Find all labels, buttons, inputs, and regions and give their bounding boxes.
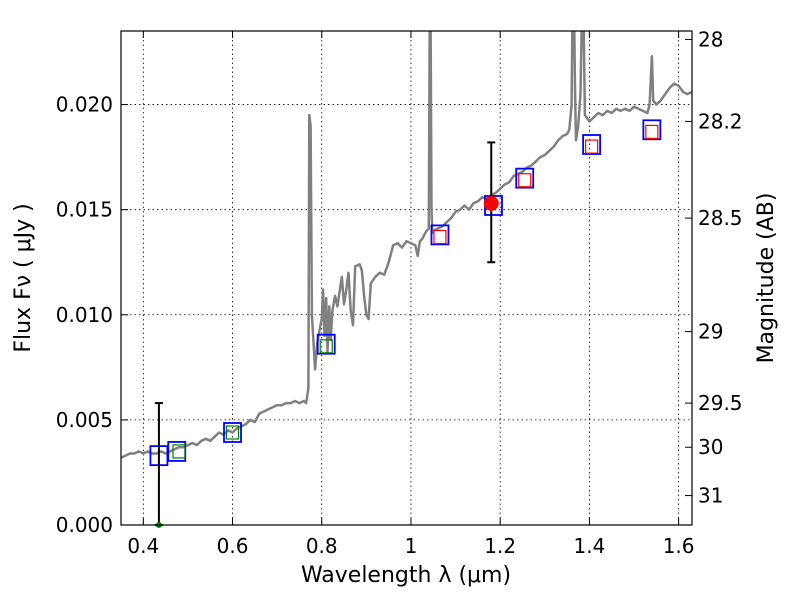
y2-tick-label: 29 — [698, 320, 723, 344]
spectrum-line — [121, 31, 692, 459]
y2-tick-label: 30 — [698, 435, 723, 459]
plot-frame — [120, 30, 693, 526]
observed-photometry-marker — [172, 444, 186, 459]
y-tick-label: 0.005 — [56, 408, 113, 432]
y-axis-label: Flux Fν ( μJy ) — [11, 203, 36, 352]
y2-tick-label: 29.5 — [698, 391, 743, 415]
y-tick-label: 0.015 — [56, 198, 113, 222]
y-tick-label: 0.000 — [56, 513, 113, 537]
model-photometry-marker — [515, 167, 535, 189]
x-tick-label: 0.4 — [127, 534, 159, 558]
x-tick-label: 1 — [405, 534, 418, 558]
y2-axis-label: Magnitude (AB) — [754, 193, 779, 364]
x-tick-label: 1.2 — [484, 534, 516, 558]
photometry-layer — [149, 119, 662, 528]
model-photometry-marker — [316, 333, 336, 355]
y-tick-label: 0.010 — [56, 303, 113, 327]
x-tick-label: 0.8 — [306, 534, 338, 558]
observed-photometry-marker — [585, 139, 599, 154]
model-photometry-marker — [642, 119, 662, 141]
observed-photometry-marker — [645, 124, 659, 140]
observed-photometry-marker — [518, 173, 532, 188]
plot-area-background — [121, 31, 692, 525]
x-tick-label: 1.4 — [573, 534, 605, 558]
model-photometry-marker — [430, 224, 450, 246]
x-tick-label: 1.6 — [663, 534, 695, 558]
x-tick-label: 0.6 — [217, 534, 249, 558]
y2-tick-label: 31 — [698, 484, 723, 508]
observed-photometry-marker — [225, 425, 240, 440]
model-photometry-marker — [582, 134, 602, 155]
axis-ticks: 0.4 0.6 0.8 1 1.2 1.4 1.6 0.000 0.005 0.010 0.015 0… — [56, 27, 743, 558]
observed-photometry-marker — [319, 339, 333, 354]
observed-photometry-marker — [433, 229, 447, 245]
y2-tick-label: 28.2 — [698, 109, 743, 133]
x-axis-label: Wavelength λ (μm) — [301, 563, 511, 588]
y2-tick-label: 28 — [698, 27, 723, 51]
detection-marker — [483, 195, 499, 211]
y2-tick-label: 28.5 — [698, 206, 743, 230]
spectrum-layer — [121, 31, 692, 459]
y-tick-label: 0.020 — [56, 93, 113, 117]
model-photometry-marker — [223, 422, 242, 443]
